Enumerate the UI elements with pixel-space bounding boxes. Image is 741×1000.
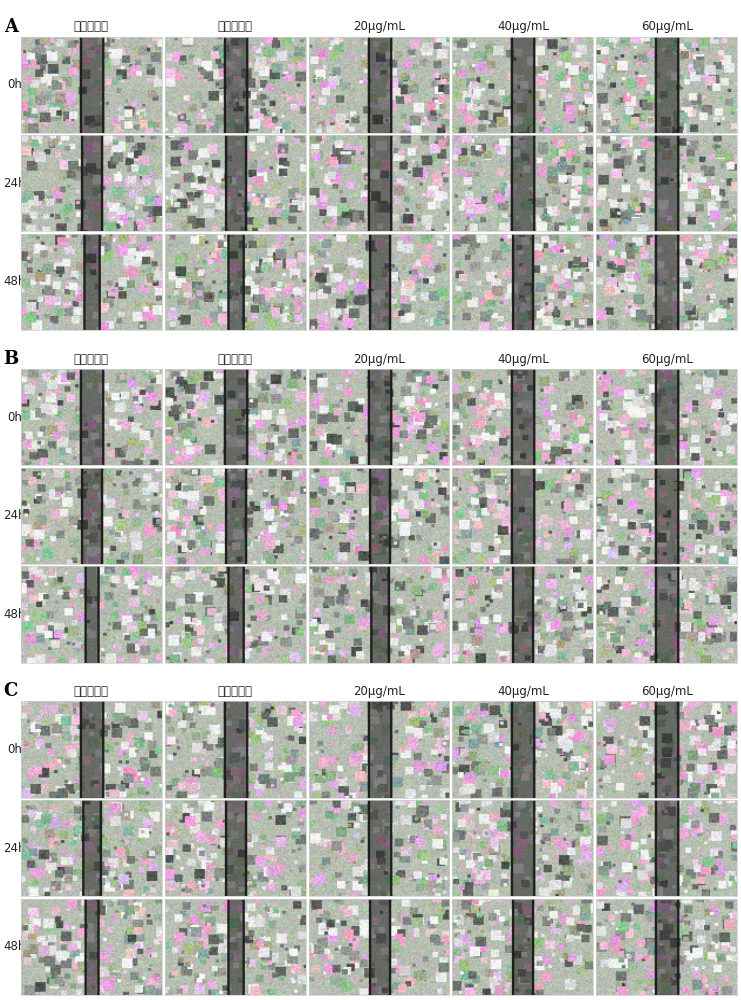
Text: 空白对照组: 空白对照组	[74, 685, 109, 698]
Text: 0h: 0h	[7, 78, 21, 91]
Text: 0h: 0h	[7, 743, 21, 756]
Text: 随机对照组: 随机对照组	[218, 685, 253, 698]
Text: 48h: 48h	[3, 608, 25, 621]
Text: 40μg/mL: 40μg/mL	[497, 353, 549, 366]
Text: 60μg/mL: 60μg/mL	[641, 685, 693, 698]
Text: 40μg/mL: 40μg/mL	[497, 685, 549, 698]
Text: A: A	[4, 18, 18, 36]
Text: 20μg/mL: 20μg/mL	[353, 685, 405, 698]
Text: 24h: 24h	[3, 177, 25, 190]
Text: 48h: 48h	[3, 275, 25, 288]
Text: 空白对照组: 空白对照组	[74, 353, 109, 366]
Text: C: C	[4, 682, 18, 700]
Text: 20μg/mL: 20μg/mL	[353, 353, 405, 366]
Text: 24h: 24h	[3, 842, 25, 855]
Text: 60μg/mL: 60μg/mL	[641, 353, 693, 366]
Text: 40μg/mL: 40μg/mL	[497, 20, 549, 33]
Text: 空白对照组: 空白对照组	[74, 20, 109, 33]
Text: 20μg/mL: 20μg/mL	[353, 20, 405, 33]
Text: 48h: 48h	[3, 940, 25, 953]
Text: 随机对照组: 随机对照组	[218, 353, 253, 366]
Text: 0h: 0h	[7, 411, 21, 424]
Text: 随机对照组: 随机对照组	[218, 20, 253, 33]
Text: B: B	[3, 350, 19, 368]
Text: 60μg/mL: 60μg/mL	[641, 20, 693, 33]
Text: 24h: 24h	[3, 509, 25, 522]
